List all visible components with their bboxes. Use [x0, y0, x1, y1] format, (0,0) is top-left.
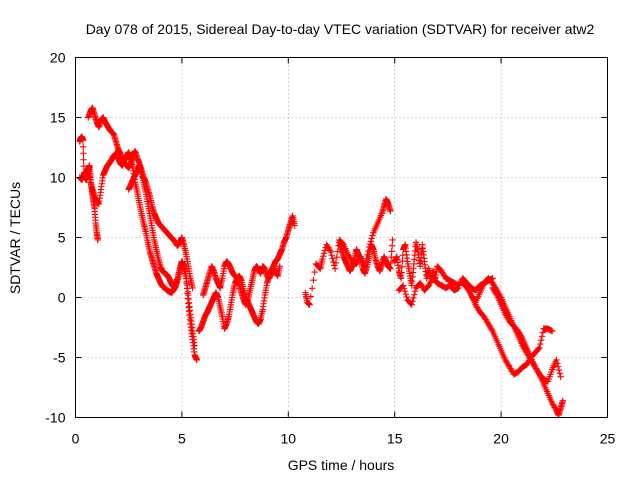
data-point — [307, 293, 315, 300]
data-point — [79, 143, 87, 150]
x-tick-label: 15 — [387, 431, 403, 447]
data-point — [455, 284, 462, 292]
y-tick-label: -10 — [45, 410, 65, 426]
y-tick-label: 20 — [50, 50, 66, 66]
y-axis-label: SDTVAR / TECUs — [7, 182, 23, 294]
data-point — [537, 337, 545, 344]
data-point — [193, 356, 200, 364]
series-arc-j — [395, 275, 462, 308]
y-tick-label: 0 — [58, 290, 66, 306]
data-point — [535, 345, 542, 353]
series-arc-g — [302, 195, 394, 308]
series-arc-d — [76, 133, 102, 244]
data-point — [554, 363, 562, 370]
series-arc-a — [76, 149, 200, 364]
series-arc-f — [199, 258, 283, 308]
data-point — [306, 301, 313, 308]
data-point — [538, 333, 546, 340]
data-point — [79, 137, 87, 144]
y-tick-label: -5 — [53, 350, 66, 366]
data-point — [387, 207, 394, 215]
series-arc-l — [468, 291, 556, 378]
grid — [75, 57, 608, 418]
data-point — [539, 329, 547, 336]
data-point — [557, 373, 564, 380]
axis-ticks: 0 5 10 15 20 25 20 15 10 5 0 -5 -10 — [45, 50, 615, 447]
data-point — [276, 263, 283, 270]
series-arc-m — [489, 284, 564, 385]
data-point — [398, 269, 405, 276]
y-tick-label: 10 — [50, 170, 66, 186]
data-point — [402, 290, 409, 298]
data-point — [518, 333, 525, 341]
data-point — [94, 236, 102, 244]
data-point — [320, 250, 328, 257]
y-tick-label: 5 — [58, 230, 66, 246]
data-point — [332, 259, 340, 267]
data-point — [311, 268, 318, 276]
data-point — [388, 248, 395, 255]
data-point — [389, 236, 396, 244]
data-point — [319, 255, 326, 263]
series-arc-h — [336, 236, 396, 277]
data-point — [400, 282, 407, 289]
series-arc-k — [459, 275, 567, 419]
x-tick-label: 10 — [281, 431, 297, 447]
data-point — [556, 370, 564, 377]
data-point — [310, 277, 317, 284]
y-tick-label: 15 — [50, 110, 66, 126]
data-point — [329, 255, 336, 262]
data-point — [554, 360, 561, 367]
data-point — [398, 263, 406, 270]
data-point — [308, 285, 316, 292]
chart-title: Day 078 of 2015, Sidereal Day-to-day VTE… — [86, 21, 595, 37]
data-point — [492, 290, 500, 297]
data-point — [488, 326, 495, 333]
data-point — [537, 340, 544, 348]
data-point — [411, 291, 418, 298]
data-point — [548, 327, 556, 335]
x-axis-label: GPS time / hours — [288, 457, 395, 473]
x-tick-label: 0 — [72, 431, 80, 447]
data-point — [408, 301, 415, 308]
data-point — [559, 397, 567, 404]
data-point — [388, 242, 396, 249]
series-arc-c — [125, 162, 198, 349]
data-point — [319, 253, 327, 260]
data-point — [327, 248, 335, 256]
data-point — [328, 252, 335, 259]
data-point — [410, 294, 417, 302]
data-point — [191, 342, 198, 349]
x-tick-label: 25 — [600, 431, 616, 447]
data-point — [555, 366, 563, 374]
data-point — [536, 344, 543, 352]
data-point — [553, 356, 560, 364]
series-arc-b — [85, 104, 196, 292]
data-point — [368, 235, 375, 242]
data-point — [409, 298, 416, 305]
x-tick-label: 5 — [178, 431, 186, 447]
data-point — [331, 265, 339, 272]
data-point — [403, 293, 410, 301]
data-point — [401, 288, 409, 295]
data-point — [411, 288, 419, 295]
data-point — [400, 285, 408, 292]
data-point — [326, 247, 334, 254]
data-point — [80, 156, 87, 163]
data-point — [387, 265, 394, 272]
data-point — [333, 253, 341, 261]
data-point — [291, 222, 298, 229]
data-point — [369, 232, 376, 239]
data-point — [80, 150, 87, 157]
data-point — [387, 259, 395, 267]
x-tick-label: 20 — [493, 431, 509, 447]
data-point — [397, 275, 405, 282]
data-points — [76, 104, 567, 419]
